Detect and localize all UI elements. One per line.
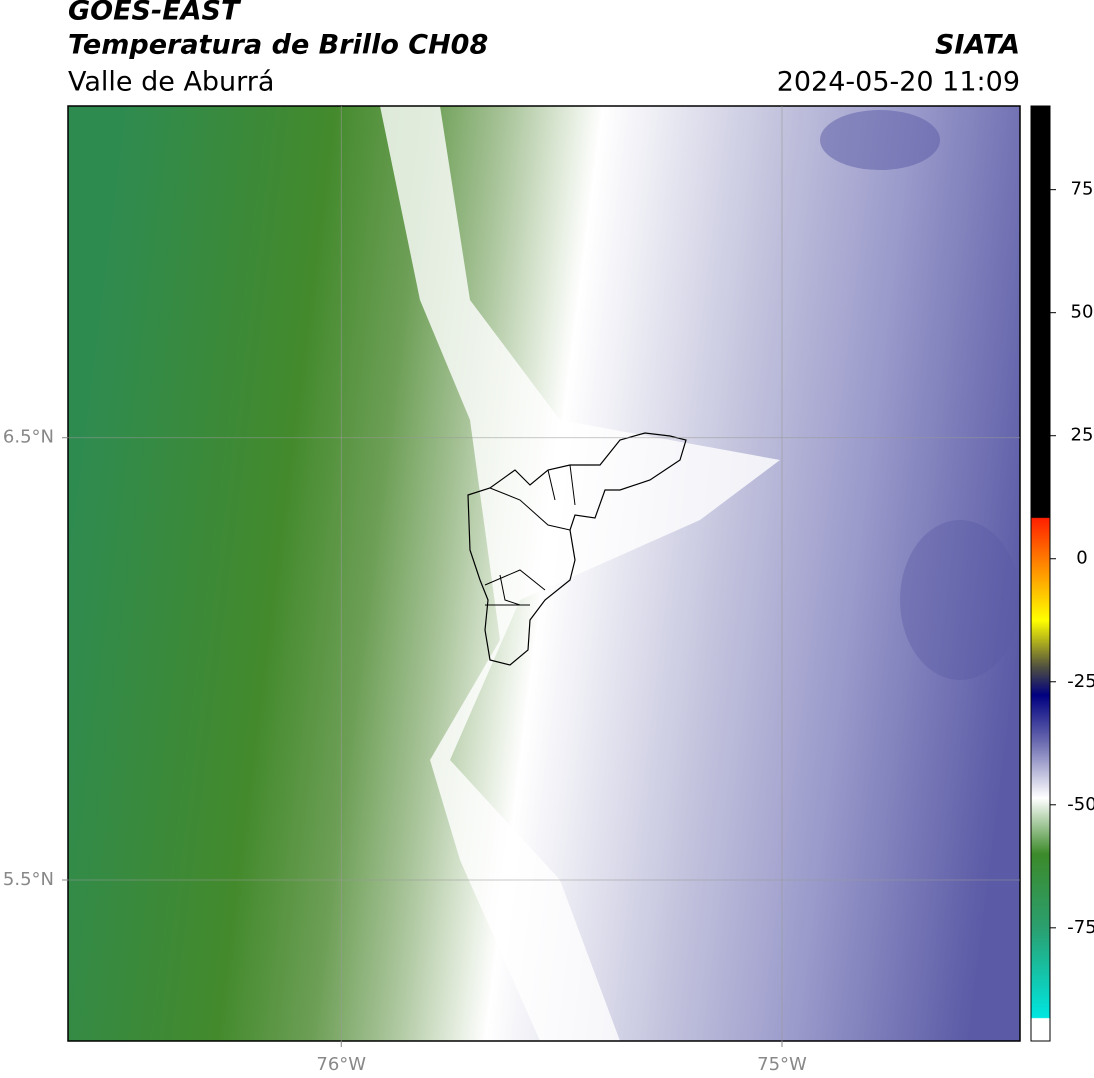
cloud-patch (820, 110, 940, 170)
subtitle: Temperatura de Brillo CH08 (68, 30, 488, 61)
valley-outline (467, 432, 687, 666)
colorbar (1030, 105, 1051, 1042)
title: GOES-EAST (68, 0, 242, 27)
map-frame (67, 105, 1021, 1042)
municipal-borders (484, 464, 576, 606)
white-band (380, 106, 780, 1041)
colorbar-tick-label: 0 (1076, 548, 1087, 569)
cloud-patch (900, 520, 1020, 680)
colorbar-tick-label: -25 (1067, 671, 1094, 692)
colorbar-tick-label: 75 (1071, 179, 1094, 200)
map-field (68, 106, 1020, 1041)
colorbar-tick-label: -50 (1067, 794, 1094, 815)
source: SIATA (935, 30, 1020, 61)
y-tick-label: 6.5°N (3, 427, 54, 448)
colorbar-tick-label: 25 (1071, 425, 1094, 446)
timestamp: 2024-05-20 11:09 (777, 67, 1020, 98)
colorbar-tick-label: -75 (1067, 917, 1094, 938)
x-tick-label: 76°W (316, 1054, 366, 1075)
x-tick-label: 75°W (757, 1054, 807, 1075)
y-tick-label: 5.5°N (3, 869, 54, 890)
region: Valle de Aburrá (68, 67, 274, 98)
colorbar-tick-label: 50 (1071, 302, 1094, 323)
